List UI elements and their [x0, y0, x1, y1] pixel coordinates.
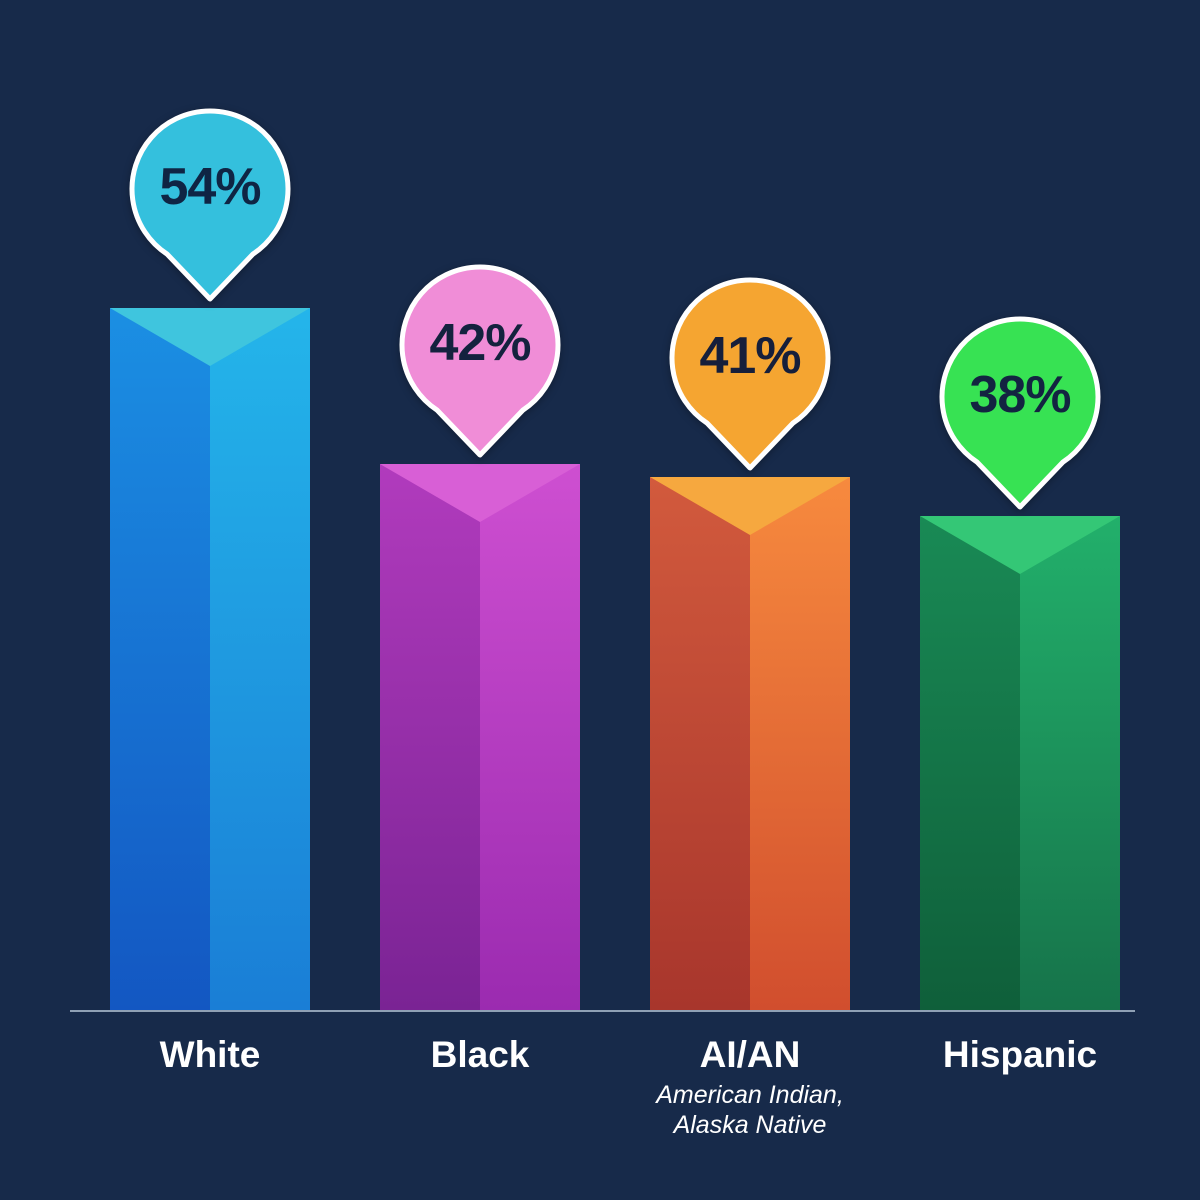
category-sublabel-line: American Indian,	[620, 1080, 880, 1110]
bar: 54%	[110, 308, 310, 1010]
bar: 42%	[380, 464, 580, 1010]
value-label: 38%	[935, 365, 1105, 425]
axis-baseline	[70, 1010, 1135, 1012]
value-bubble: 54%	[125, 104, 295, 304]
category-sublabel: American Indian,Alaska Native	[620, 1080, 880, 1140]
value-label: 41%	[665, 326, 835, 386]
category-label-text: Black	[350, 1034, 610, 1076]
chart-canvas: WhiteBlackAI/ANAmerican Indian,Alaska Na…	[0, 0, 1200, 1200]
bar: 38%	[920, 516, 1120, 1010]
category-label-text: White	[80, 1034, 340, 1076]
category-label: Black	[350, 1034, 610, 1076]
category-label-text: Hispanic	[890, 1034, 1150, 1076]
bar: 41%	[650, 477, 850, 1010]
value-label: 54%	[125, 157, 295, 217]
value-bubble: 42%	[395, 260, 565, 460]
category-label: White	[80, 1034, 340, 1076]
category-sublabel-line: Alaska Native	[620, 1110, 880, 1140]
category-label: AI/ANAmerican Indian,Alaska Native	[620, 1034, 880, 1140]
value-label: 42%	[395, 313, 565, 373]
value-bubble: 38%	[935, 312, 1105, 512]
category-label-text: AI/AN	[620, 1034, 880, 1076]
category-label: Hispanic	[890, 1034, 1150, 1076]
value-bubble: 41%	[665, 273, 835, 473]
